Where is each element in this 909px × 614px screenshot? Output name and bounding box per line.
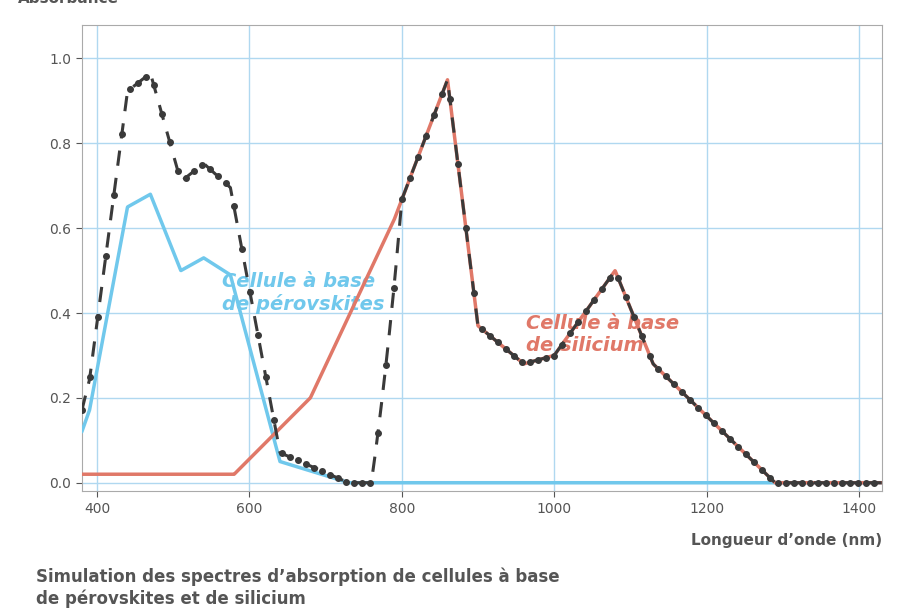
Text: Longueur d’onde (nm): Longueur d’onde (nm) <box>691 533 882 548</box>
Text: Cellule à base
de silicium: Cellule à base de silicium <box>525 314 679 355</box>
Text: Absorbance: Absorbance <box>18 0 119 6</box>
Text: Cellule à base
de pérovskites: Cellule à base de pérovskites <box>222 272 385 314</box>
Text: Simulation des spectres d’absorption de cellules à base 
de pérovskites et de si: Simulation des spectres d’absorption de … <box>36 568 565 608</box>
